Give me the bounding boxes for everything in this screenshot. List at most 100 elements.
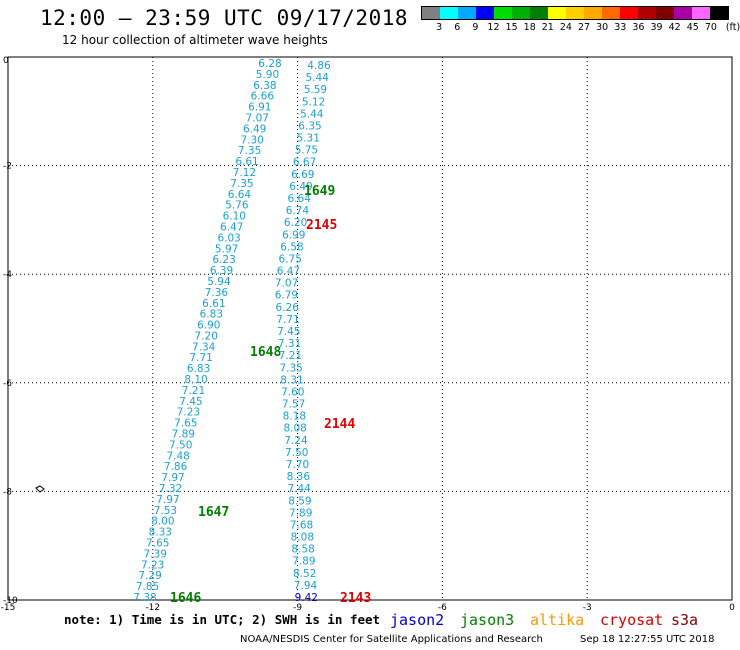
wave-height-value: 8.36	[287, 471, 311, 483]
map-subtitle: 12 hour collection of altimeter wave hei…	[62, 33, 328, 47]
lat-tick-label: -8	[3, 487, 12, 497]
lat-tick-label: -2	[3, 162, 12, 172]
wave-height-value: 5.44	[306, 72, 330, 84]
wave-height-value: 5.76	[225, 200, 249, 212]
color-scale-label: 6	[454, 22, 461, 33]
wave-height-value: 5.75	[295, 145, 318, 157]
wave-height-value: 7.32	[159, 483, 182, 495]
wave-height-value: 8.10	[184, 374, 207, 386]
legend-note: note: 1) Time is in UTC; 2) SWH is in fe…	[64, 612, 381, 627]
color-scale-bar	[421, 6, 729, 20]
wave-height-value: 6.49	[289, 181, 312, 193]
legend-jason2: jason2	[390, 611, 445, 629]
map-grid	[8, 57, 732, 600]
wave-height-value: 7.48	[166, 450, 189, 462]
wave-height-value: 6.28	[258, 58, 281, 70]
lat-tick-label: 0	[3, 56, 9, 66]
lon-tick-label: -3	[583, 603, 592, 613]
wave-height-value: 6.39	[210, 265, 233, 277]
wave-height-value: 6.20	[284, 217, 307, 229]
wave-height-value: 7.23	[141, 559, 164, 571]
pass-number-label: 1647	[198, 505, 229, 520]
wave-height-value: 7.35	[238, 145, 261, 157]
wave-height-value: 7.68	[290, 519, 313, 531]
footer: NOAA/NESDIS Center for Satellite Applica…	[240, 634, 740, 645]
wave-height-value: 6.64	[288, 193, 312, 205]
wave-height-value: 6.47	[277, 266, 300, 278]
wave-height-value: 6.38	[253, 80, 276, 92]
wave-height-value: 7.29	[138, 570, 161, 582]
color-scale-label: 70	[704, 22, 717, 33]
wave-height-value: 6.69	[291, 169, 314, 181]
color-swatch	[512, 7, 530, 19]
wave-height-value: 7.31	[278, 338, 301, 350]
wave-height-value: 8.00	[151, 516, 174, 528]
wave-height-value: 4.86	[307, 60, 331, 72]
map-title: 12:00 — 23:59 UTC 09/17/2018	[40, 6, 409, 30]
wave-height-value: 7.71	[189, 352, 212, 364]
wave-height-value: 6.61	[202, 298, 225, 310]
color-scale-label: 9	[472, 22, 479, 33]
wave-height-value: 6.75	[279, 253, 302, 265]
wave-height-value: 6.91	[248, 102, 271, 114]
pass-number-label: 1649	[304, 184, 335, 199]
wave-height-value: 7.57	[282, 399, 305, 411]
wave-height-value: 7.97	[161, 472, 184, 484]
axis-labels: 0 -2 -4 -6 -8 -10-15 -12 -9 -6 -3 0	[1, 56, 735, 613]
wave-height-value: 8.18	[283, 411, 306, 423]
pass-number-label: 1646	[170, 591, 201, 606]
wave-height-value: 7.70	[286, 459, 309, 471]
wave-height-value: 7.50	[285, 447, 308, 459]
wave-height-value: 7.44	[287, 483, 311, 495]
pass-number-label: 1648	[250, 345, 281, 360]
wave-height-value: 5.90	[256, 69, 279, 81]
legend-s3a: s3a	[671, 611, 699, 629]
color-swatch	[476, 7, 494, 19]
wave-height-value: 6.79	[275, 290, 298, 302]
wave-height-value: 7.21	[182, 385, 205, 397]
wave-height-value: 6.83	[200, 309, 223, 321]
color-swatch	[674, 7, 692, 19]
wave-height-value: 8.08	[283, 423, 306, 435]
color-scale-label: 15	[505, 22, 518, 33]
wave-height-value: 8.58	[291, 544, 314, 556]
wave-height-value: 6.90	[197, 320, 220, 332]
wave-height-value: 7.65	[174, 418, 197, 430]
color-swatch	[602, 7, 620, 19]
color-swatch	[710, 7, 728, 19]
wave-height-value: 7.30	[240, 134, 263, 146]
legend-jason3: jason3	[460, 611, 515, 629]
wave-height-value: 6.10	[223, 211, 246, 223]
color-scale-label: 39	[650, 22, 663, 33]
wave-height-value: 7.89	[292, 556, 315, 568]
color-swatch	[638, 7, 656, 19]
wave-height-value: 6.58	[280, 241, 303, 253]
ground-track-a: 6.285.906.386.666.917.076.497.307.356.61…	[133, 58, 281, 604]
lon-tick-label: -6	[438, 603, 447, 613]
wave-height-value: 7.94	[294, 580, 318, 592]
wave-height-value: 8.52	[293, 568, 316, 580]
pass-number-label: 2145	[306, 218, 337, 233]
wave-height-value: 7.65	[146, 538, 169, 550]
wave-height-value: 8.59	[288, 495, 311, 507]
wave-height-value: 5.97	[215, 243, 238, 255]
color-scale-label: 18	[523, 22, 536, 33]
wave-height-value: 9.42	[295, 592, 318, 604]
lon-tick-label: -15	[1, 603, 16, 613]
color-swatch	[494, 7, 512, 19]
wave-height-value: 7.60	[281, 386, 304, 398]
wave-height-value: 5.12	[302, 96, 325, 108]
lat-tick-label: -6	[3, 379, 12, 389]
wave-height-value: 7.53	[154, 505, 177, 517]
wave-height-value: 7.38	[133, 592, 156, 604]
wave-height-value: 5.94	[207, 276, 231, 288]
wave-height-value: 6.47	[220, 221, 243, 233]
wave-height-value: 6.26	[276, 302, 300, 314]
color-scale-label: 36	[632, 22, 645, 33]
wave-height-value: 7.89	[172, 429, 195, 441]
wave-height-value: 7.21	[279, 350, 302, 362]
wave-height-value: 7.45	[277, 326, 300, 338]
footer-credit: NOAA/NESDIS Center for Satellite Applica…	[240, 634, 543, 645]
wave-height-value: 8.33	[149, 527, 172, 539]
wave-height-value: 6.74	[286, 205, 310, 217]
